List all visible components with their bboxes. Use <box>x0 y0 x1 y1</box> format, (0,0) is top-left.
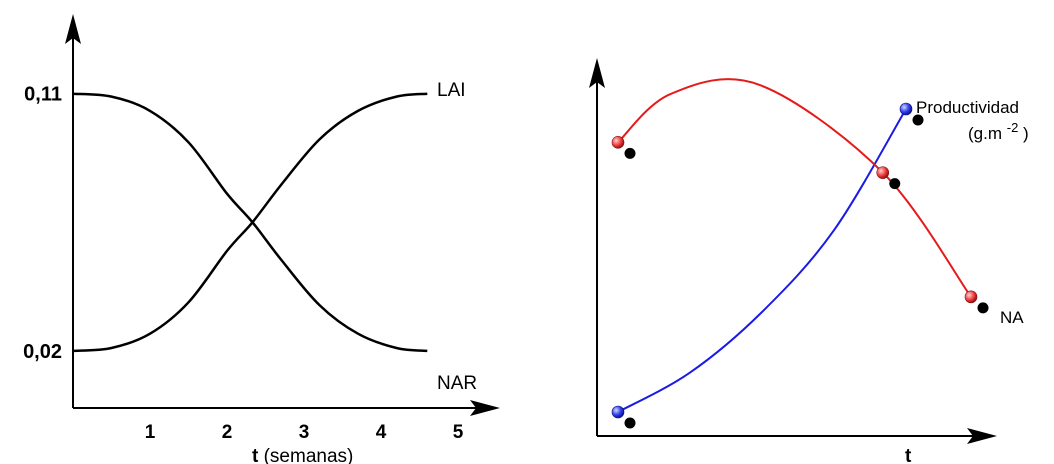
left-x-ticks: 1 2 3 4 5 <box>145 422 464 443</box>
right-point-na <box>964 290 978 304</box>
left-x-tick-label: 4 <box>376 422 387 443</box>
left-x-tick-label: 5 <box>453 422 464 443</box>
right-point-shadow-na <box>624 147 636 159</box>
left-x-axis-title-symbol: t <box>252 446 259 464</box>
right-point-productividad <box>611 405 625 419</box>
left-series-label-lai: LAI <box>437 80 466 101</box>
right-unit-main: (g.m <box>968 124 1007 143</box>
right-y-axis-arrowhead <box>589 58 605 88</box>
left-series <box>72 92 428 353</box>
right-axes <box>589 58 997 444</box>
right-unit-close: ) <box>1018 124 1028 143</box>
right-point-na <box>611 136 625 149</box>
chart-right: Productividad (g.m -2 ) NA t <box>589 58 1029 464</box>
left-x-tick-label: 2 <box>222 422 233 443</box>
left-series-line-lai <box>72 92 428 353</box>
right-point-shadow-na <box>977 302 989 314</box>
left-x-tick-label: 3 <box>299 422 310 443</box>
right-series-label-na: NA <box>1000 308 1024 327</box>
right-point-shadow-na <box>889 178 901 190</box>
left-y-axis-arrowhead <box>65 14 81 44</box>
right-point-productividad <box>899 102 913 116</box>
left-y-tick-label: 0,11 <box>24 84 62 106</box>
left-x-axis-arrowhead <box>470 400 500 416</box>
right-series <box>611 78 989 429</box>
right-point-na <box>876 166 890 179</box>
right-point-shadow-productividad <box>624 417 636 429</box>
right-unit-exponent: -2 <box>1007 120 1019 135</box>
right-series-line-na <box>617 78 972 298</box>
right-series-label-productividad: Productividad <box>916 98 1019 117</box>
left-series-line-nar <box>72 92 428 353</box>
right-point-shadow-productividad <box>912 114 924 126</box>
right-series-unit: (g.m -2 ) <box>968 120 1029 143</box>
right-x-axis-title: t <box>905 446 912 464</box>
left-x-tick-label: 1 <box>145 422 156 443</box>
right-x-axis-arrowhead <box>967 428 997 444</box>
left-y-tick-label: 0,02 <box>23 341 62 363</box>
right-series-line-productividad <box>617 108 907 413</box>
left-x-axis-title: t (semanas) <box>252 446 353 464</box>
left-series-label-nar: NAR <box>437 373 477 394</box>
left-axes <box>65 14 500 416</box>
chart-left: 1 2 3 4 5 0,11 0,02 LAI NAR t (semanas) <box>23 14 500 464</box>
left-x-axis-title-unit: (semanas) <box>258 446 353 464</box>
left-y-ticks: 0,11 0,02 <box>23 84 62 363</box>
